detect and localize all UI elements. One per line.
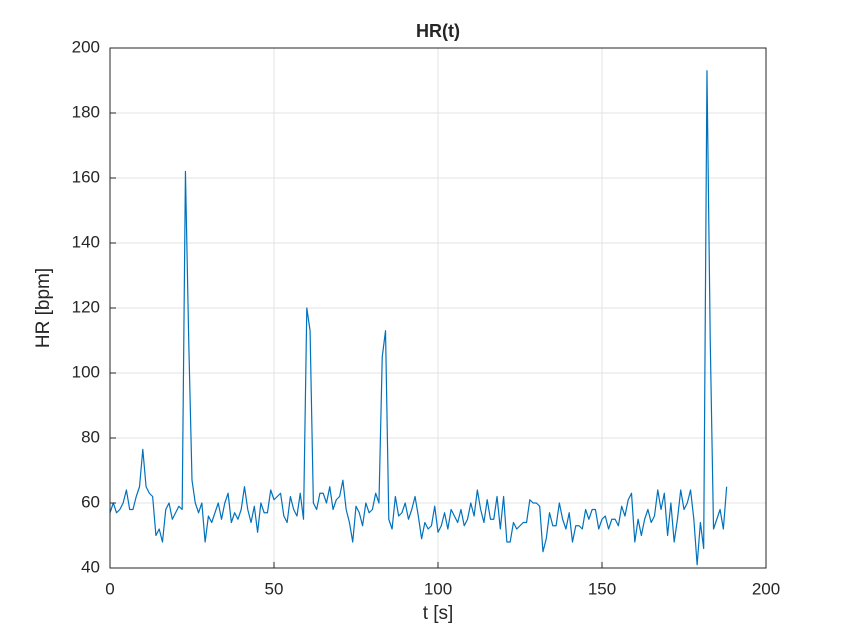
y-axis-label: HR [bpm] — [33, 268, 54, 348]
series-line — [109, 70, 728, 566]
x-tick-label: 150 — [588, 579, 616, 598]
y-tick-label: 180 — [72, 102, 100, 121]
x-tick-label: 50 — [265, 579, 284, 598]
y-tick-label: 160 — [72, 167, 100, 186]
y-tick-label: 40 — [81, 557, 100, 576]
x-tick-label: 200 — [752, 579, 780, 598]
y-tick-label: 140 — [72, 232, 100, 251]
x-tick-label: 100 — [424, 579, 452, 598]
y-tick-label: 60 — [81, 492, 100, 511]
x-tick-label: 0 — [105, 579, 114, 598]
chart-title: HR(t) — [416, 21, 460, 41]
y-tick-label: 100 — [72, 362, 100, 381]
y-tick-label: 80 — [81, 427, 100, 446]
y-tick-label: 200 — [72, 37, 100, 56]
x-axis-label: t [s] — [423, 603, 454, 624]
y-tick-label: 120 — [72, 297, 100, 316]
lines — [109, 70, 728, 566]
